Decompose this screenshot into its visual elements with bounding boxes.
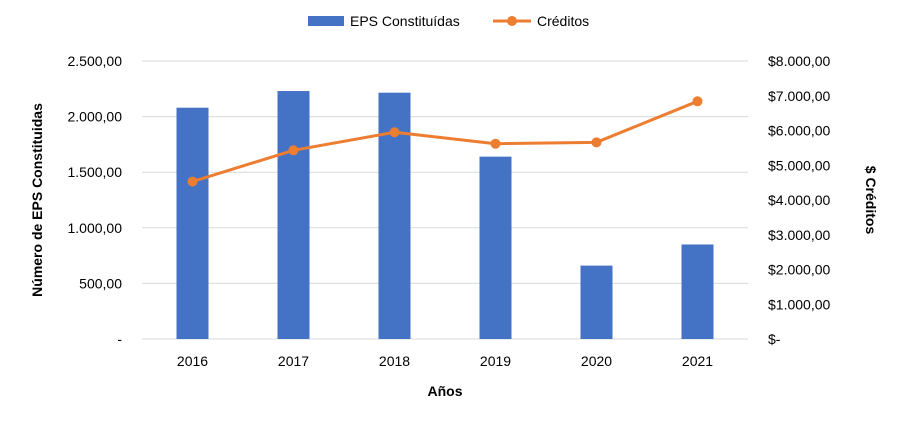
line-point [490, 138, 501, 149]
x-tick-label: 2021 [682, 353, 713, 369]
x-tick-label: 2018 [379, 353, 410, 369]
left-axis-ticks: - 500,00 1.000,00 1.500,00 2.000,00 2.500,00 [68, 53, 123, 347]
line-point [187, 176, 198, 187]
legend-bar-label: EPS Constituídas [350, 13, 460, 29]
y-tick-label: 2.500,00 [68, 53, 123, 69]
bar [681, 244, 714, 339]
y2-tick-label: $5.000,00 [768, 157, 830, 173]
bar [580, 265, 613, 339]
line-path [192, 99, 699, 184]
gridlines [142, 60, 748, 340]
y2-tick-label: $8.000,00 [768, 53, 830, 69]
x-axis-title: Años [428, 383, 463, 399]
y2-axis-title: $ Créditos [863, 166, 879, 235]
legend-line-marker [507, 16, 517, 26]
y2-tick-label: $7.000,00 [768, 88, 830, 104]
x-tick-label: 2020 [581, 353, 612, 369]
legend-bar-swatch [308, 16, 344, 26]
line-point [288, 145, 299, 156]
line-series [187, 96, 703, 187]
y-tick-label: 2.000,00 [68, 109, 123, 125]
x-tick-label: 2016 [177, 353, 208, 369]
y-axis-title: Número de EPS Constituidas [29, 103, 45, 297]
line-point [389, 127, 400, 138]
y2-tick-label: $1.000,00 [768, 296, 830, 312]
y2-tick-label: $2.000,00 [768, 262, 830, 278]
bar [479, 156, 512, 339]
y2-tick-label: $3.000,00 [768, 227, 830, 243]
right-axis-ticks: $- $1.000,00 $2.000,00 $3.000,00 $4.000,00 $5… [768, 53, 830, 347]
x-axis-ticks: 2016 2017 2018 2019 2020 2021 [177, 353, 713, 369]
y-tick-label: - [117, 331, 122, 347]
y-tick-label: 500,00 [79, 275, 122, 291]
y2-tick-label: $4.000,00 [768, 192, 830, 208]
y-tick-label: 1.000,00 [68, 220, 123, 236]
y2-tick-label: $6.000,00 [768, 123, 830, 139]
x-tick-label: 2017 [278, 353, 309, 369]
y2-tick-label: $- [768, 331, 781, 347]
y-tick-label: 1.500,00 [68, 164, 123, 180]
legend-line-label: Créditos [537, 13, 589, 29]
bar [176, 107, 209, 339]
bar-series [176, 91, 714, 339]
line-point [591, 137, 602, 148]
bar [277, 91, 310, 339]
line-point [692, 96, 703, 107]
x-tick-label: 2019 [480, 353, 511, 369]
legend: EPS Constituídas Créditos [308, 13, 589, 29]
